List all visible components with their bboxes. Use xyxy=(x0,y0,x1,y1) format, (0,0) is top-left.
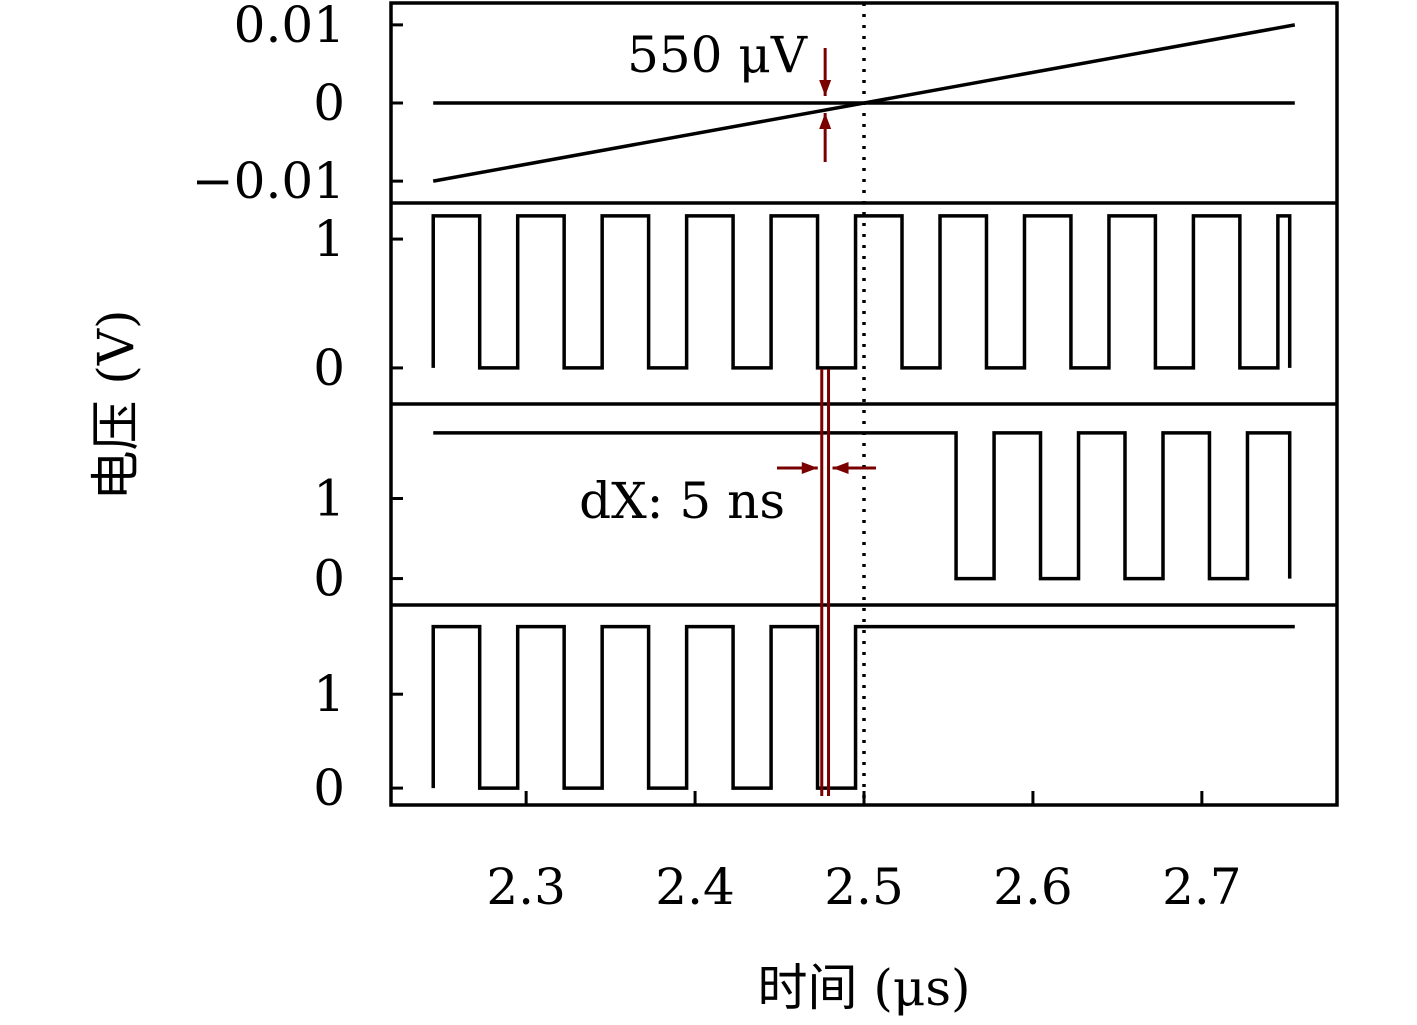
x-axis-label: 时间 (μs) xyxy=(757,959,970,1017)
time-offset-label: dX: 5 ns xyxy=(579,472,785,530)
panel-3-y-tick-label: 0 xyxy=(313,550,345,608)
panel-4-series-1 xyxy=(431,624,1295,790)
x-tick-label: 2.3 xyxy=(486,858,566,916)
x-tick-label: 2.7 xyxy=(1162,858,1242,916)
panel-1-series-2 xyxy=(432,23,1296,183)
voltage-offset-label: 550 μV xyxy=(627,26,808,84)
panel-3-y-tick-label: 1 xyxy=(313,469,345,527)
time-arrow-left-head xyxy=(801,462,818,474)
panel-2-y-tick-label: 0 xyxy=(313,339,345,397)
panel-4-y-tick-label: 0 xyxy=(313,759,345,817)
panel-2-y-tick-label: 1 xyxy=(313,210,345,268)
voltage-arrow-bottom-head xyxy=(819,113,832,129)
frame-layer xyxy=(389,1,1339,807)
x-tick-label: 2.5 xyxy=(824,858,904,916)
panel-2-series-1 xyxy=(431,214,1292,370)
annotation-layer: 550 μV dX: 5 ns xyxy=(579,26,876,796)
series-layer xyxy=(431,23,1296,790)
panel-4-y-tick-label: 1 xyxy=(313,665,345,723)
voltage-arrow-top-head xyxy=(819,80,832,96)
panel-1-y-tick-label: 0 xyxy=(313,74,345,132)
x-tick-label: 2.6 xyxy=(993,858,1073,916)
panel-3-series-1 xyxy=(433,431,1292,581)
time-arrow-right-head xyxy=(832,462,849,474)
y-axis-label: 电压 (V) xyxy=(87,309,145,500)
panel-1-y-tick-label: 0.01 xyxy=(234,0,345,54)
x-tick-label: 2.4 xyxy=(655,858,735,916)
panel-1-y-tick-label: −0.01 xyxy=(192,152,345,210)
